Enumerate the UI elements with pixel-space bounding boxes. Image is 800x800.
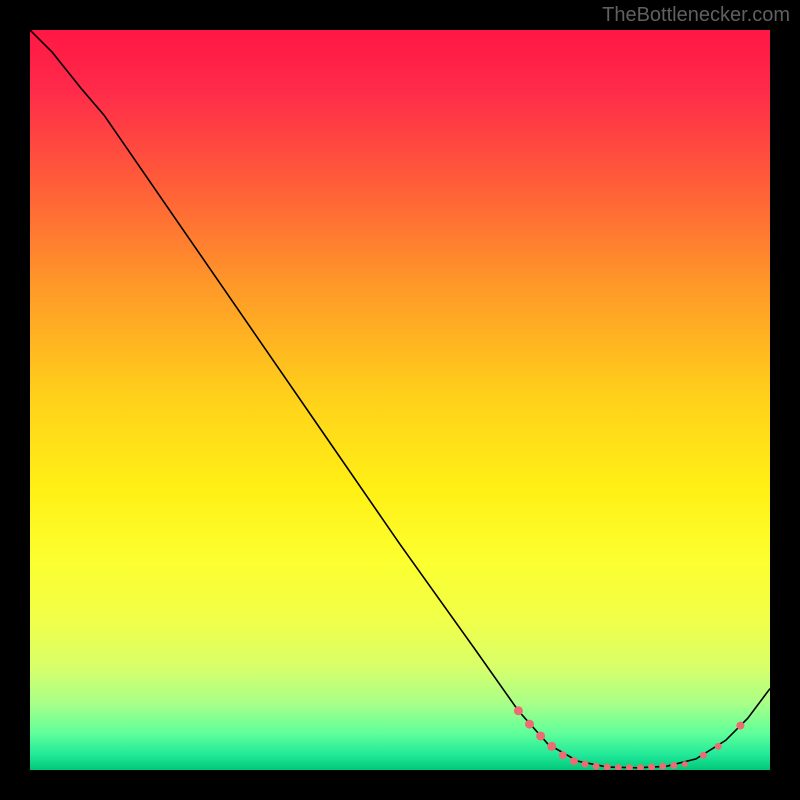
curve-marker [514,706,523,715]
curve-marker [736,722,744,730]
curve-marker [570,757,578,765]
chart-frame [30,30,770,770]
curve-marker [593,763,600,770]
chart-background [30,30,770,770]
curve-marker [547,742,556,751]
curve-marker [559,751,567,759]
curve-marker [525,720,534,729]
chart-svg [30,30,770,770]
watermark-text: TheBottlenecker.com [602,4,790,27]
curve-marker [682,761,688,767]
curve-marker [715,743,722,750]
curve-marker [582,761,589,768]
curve-marker [700,752,707,759]
curve-marker [670,762,677,769]
curve-marker [536,731,545,740]
curve-marker [659,763,666,770]
